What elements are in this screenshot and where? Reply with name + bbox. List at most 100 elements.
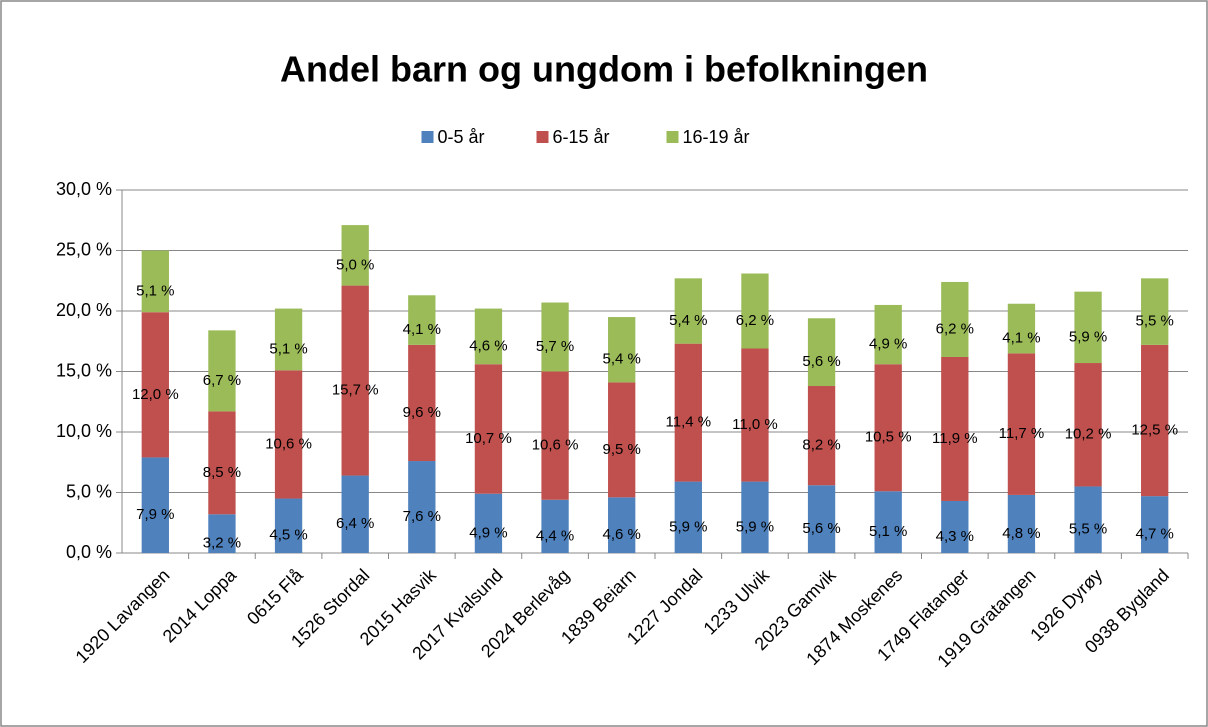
bar-segment xyxy=(1074,291,1102,364)
data-label: 10,6 % xyxy=(265,435,312,452)
chart-title: Andel barn og ungdom i befolkningen xyxy=(280,49,928,90)
bar-segment xyxy=(474,308,503,365)
bar-segment xyxy=(941,281,969,357)
data-label: 11,7 % xyxy=(999,425,1045,442)
data-label: 4,7 % xyxy=(1136,526,1174,543)
data-label: 9,6 % xyxy=(403,404,441,421)
y-tick-label: 0,0 % xyxy=(66,542,112,562)
bar-segment xyxy=(408,461,436,553)
bar-segment xyxy=(541,302,569,372)
legend-swatch xyxy=(421,131,434,143)
bar-segment xyxy=(341,475,369,553)
data-label: 10,6 % xyxy=(532,437,579,454)
data-label: 5,5 % xyxy=(1069,521,1107,538)
bar-segment xyxy=(1007,353,1036,495)
data-label: 5,6 % xyxy=(802,353,840,370)
data-label: 10,5 % xyxy=(865,429,912,446)
bar-segment xyxy=(1141,344,1169,497)
y-tick-label: 25,0 % xyxy=(56,239,112,259)
data-label: 5,4 % xyxy=(603,351,641,368)
bar-segment xyxy=(274,308,303,371)
data-label: 12,0 % xyxy=(132,386,179,403)
bar-segment xyxy=(474,493,503,553)
data-label: 4,6 % xyxy=(469,337,507,354)
bar-segment xyxy=(608,317,636,383)
data-label: 12,5 % xyxy=(1131,421,1178,438)
data-label: 4,3 % xyxy=(936,528,974,545)
bar-segment xyxy=(674,481,702,553)
bar-segment xyxy=(741,273,769,349)
bar-segment xyxy=(741,348,769,482)
legend-swatch xyxy=(536,131,549,143)
bar-segment xyxy=(274,498,303,553)
data-label: 4,9 % xyxy=(869,336,907,353)
data-label: 11,9 % xyxy=(932,430,978,447)
data-label: 4,8 % xyxy=(1002,525,1040,542)
data-label: 5,6 % xyxy=(802,520,840,537)
data-label: 5,1 % xyxy=(869,523,907,540)
bar-segment xyxy=(341,285,369,476)
data-label: 5,5 % xyxy=(1136,313,1174,330)
data-label: 5,9 % xyxy=(736,518,774,535)
data-label: 6,2 % xyxy=(936,320,974,337)
data-label: 4,5 % xyxy=(269,527,307,544)
bar-segment xyxy=(807,318,836,387)
bar-segment xyxy=(874,364,902,492)
data-label: 6,2 % xyxy=(736,312,774,329)
data-label: 9,5 % xyxy=(603,441,641,458)
bar-segment xyxy=(408,344,436,462)
bar-segment xyxy=(807,485,836,553)
bar-segment xyxy=(608,382,636,498)
bar-segment xyxy=(1141,278,1169,345)
bar-segment xyxy=(208,411,236,515)
data-label: 6,4 % xyxy=(336,515,374,532)
bar-segment xyxy=(141,457,169,553)
bar-segment xyxy=(608,497,636,553)
bar-segment xyxy=(208,514,236,553)
bar-segment xyxy=(674,343,702,482)
data-label: 4,1 % xyxy=(1002,330,1040,347)
data-label: 15,7 % xyxy=(332,382,379,399)
bar-segment xyxy=(941,356,969,501)
data-label: 7,6 % xyxy=(403,508,441,525)
legend-label: 16-19 år xyxy=(683,127,750,147)
data-label: 4,9 % xyxy=(469,524,507,541)
bar-segment xyxy=(141,312,169,458)
legend-label: 0-5 år xyxy=(438,127,485,147)
bar-segment xyxy=(741,481,769,553)
data-label: 5,9 % xyxy=(1069,328,1107,345)
bar-segment xyxy=(874,304,902,365)
bar-segment xyxy=(941,500,969,553)
data-label: 6,7 % xyxy=(203,372,241,389)
data-label: 4,6 % xyxy=(603,526,641,543)
data-label: 4,4 % xyxy=(536,527,574,544)
bar-segment xyxy=(208,330,236,412)
bar-segment xyxy=(1074,363,1102,487)
bar-segment xyxy=(474,364,503,494)
bar-segment xyxy=(408,295,436,345)
y-tick-label: 5,0 % xyxy=(66,481,112,501)
bar-segment xyxy=(1141,496,1169,553)
bar-segment xyxy=(274,370,303,499)
bar-segment xyxy=(807,386,836,486)
bar-segment xyxy=(541,371,569,500)
bar-segment xyxy=(1074,486,1102,553)
legend-label: 6-15 år xyxy=(553,127,610,147)
bar-segment xyxy=(1007,303,1036,354)
y-tick-label: 20,0 % xyxy=(56,300,112,320)
data-label: 5,1 % xyxy=(136,282,174,299)
data-label: 8,5 % xyxy=(203,464,241,481)
y-tick-label: 15,0 % xyxy=(56,360,112,380)
data-label: 11,0 % xyxy=(732,416,778,433)
data-label: 5,0 % xyxy=(336,256,374,273)
y-tick-label: 30,0 % xyxy=(56,179,112,199)
data-label: 5,1 % xyxy=(269,340,307,357)
y-tick-label: 10,0 % xyxy=(56,421,112,441)
data-label: 5,7 % xyxy=(536,338,574,355)
data-label: 3,2 % xyxy=(203,535,241,552)
data-label: 8,2 % xyxy=(802,437,840,454)
data-label: 5,9 % xyxy=(669,518,707,535)
legend-swatch xyxy=(666,131,679,143)
